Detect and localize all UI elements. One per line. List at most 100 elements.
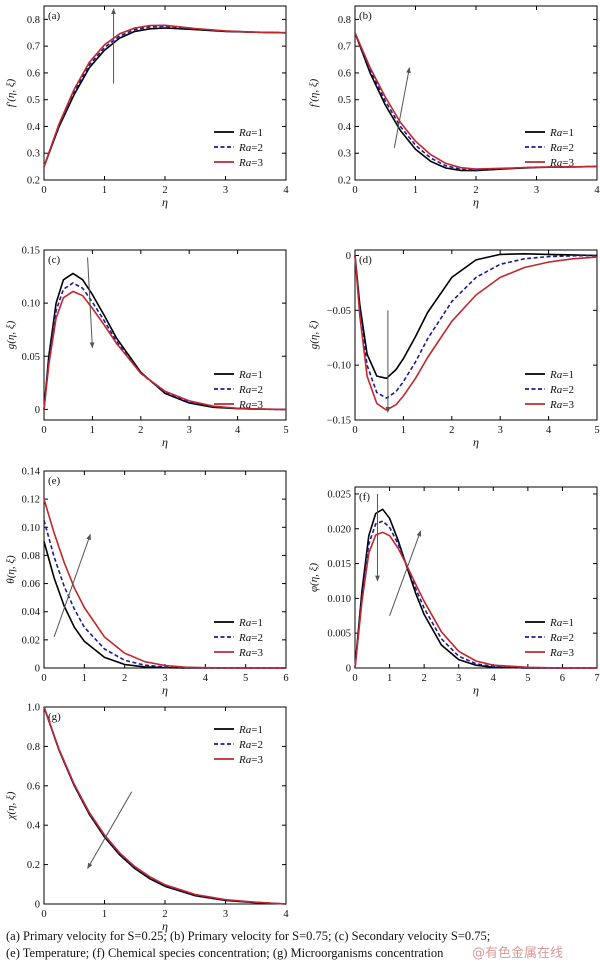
legend-label-1: Ra=1	[238, 617, 263, 629]
watermark: @有色金属在线	[472, 946, 564, 961]
y-tick-label: 0.3	[27, 149, 40, 160]
series-line-3	[43, 290, 287, 411]
x-tick-label: 4	[546, 425, 552, 436]
legend-label-3: Ra=3	[238, 754, 263, 766]
y-axis-label: g(η, ξ)	[5, 320, 17, 349]
legend: Ra=1 Ra=2 Ra=3	[214, 724, 263, 766]
y-tick-label: 0	[35, 664, 40, 675]
legend-label-3: Ra=3	[549, 647, 574, 659]
x-tick-label: 5	[243, 673, 248, 684]
legend-label-3: Ra=3	[238, 647, 263, 659]
y-axis-label: φ(η, ξ)	[308, 563, 320, 592]
plot-frame	[354, 486, 598, 669]
trend-arrow	[53, 533, 91, 638]
plot-frame	[354, 249, 598, 421]
x-tick-label: 3	[187, 425, 192, 436]
chart-panel-5: 0 1 2 3 4 5 6 0 0.02 0.04 0.06 0.08 0.10 0.12 0.14 η θ(η…	[5, 467, 289, 698]
x-tick-label: 2	[473, 185, 478, 196]
series-line-3	[354, 531, 597, 669]
x-tick-label: 5	[283, 425, 288, 436]
legend-label-2: Ra=2	[549, 142, 574, 154]
y-tick-label: 0.12	[22, 495, 40, 506]
legend-label-2: Ra=2	[238, 739, 263, 751]
x-tick-label: 0	[352, 425, 357, 436]
x-tick-label: 4	[283, 185, 289, 196]
x-tick-label: 3	[162, 673, 167, 684]
y-tick-label: 0.2	[27, 176, 40, 187]
y-tick-label: 0.14	[22, 467, 41, 478]
series-line-3	[43, 706, 287, 905]
x-tick-label: 3	[223, 909, 228, 920]
series-line-3	[354, 32, 598, 170]
x-tick-label: 2	[162, 185, 167, 196]
x-tick-label: 2	[422, 673, 427, 684]
y-tick-label: 0	[35, 900, 40, 911]
chart-panel-2: 0 1 2 3 4 0.2 0.3 0.4 0.5 0.6 0.7 0.8 η f′(η, ξ) (b) Ra…	[308, 5, 600, 209]
x-axis-label: η	[162, 683, 168, 697]
x-tick-label: 3	[223, 185, 228, 196]
x-tick-label: 2	[122, 673, 127, 684]
series-line-2	[354, 254, 598, 399]
y-tick-label: 0.4	[27, 821, 41, 832]
series-line-2	[43, 520, 286, 669]
y-tick-label: 0.8	[338, 15, 351, 26]
legend: Ra=1 Ra=2 Ra=3	[214, 127, 263, 169]
y-tick-label: −0.05	[327, 306, 351, 317]
x-tick-label: 1	[401, 425, 406, 436]
y-tick-label: 0.6	[27, 68, 40, 79]
trend-arrow	[87, 791, 133, 870]
y-tick-label: 0.8	[27, 15, 40, 26]
caption-line-1: (a) Primary velocity for S=0.25; (b) Pri…	[6, 929, 491, 943]
panel-label: (e)	[48, 475, 61, 487]
y-axis-label: f′(η, ξ)	[5, 78, 17, 107]
chart-panel-1: 0 1 2 3 4 0.2 0.3 0.4 0.5 0.6 0.7 0.8 η f′(η, ξ) (a) Ra…	[5, 5, 289, 209]
legend-label-1: Ra=1	[549, 617, 574, 629]
y-tick-label: 0.10	[22, 523, 40, 534]
legend-label-3: Ra=3	[238, 157, 263, 169]
x-tick-label: 7	[594, 673, 599, 684]
x-tick-label: 4	[235, 425, 241, 436]
legend-label-3: Ra=3	[549, 157, 574, 169]
legend-label-3: Ra=3	[238, 399, 263, 411]
x-axis-label: η	[162, 435, 168, 449]
x-tick-label: 4	[283, 909, 289, 920]
y-tick-label: 0.5	[338, 95, 351, 106]
legend-label-1: Ra=1	[549, 127, 574, 139]
y-tick-label: 0.4	[27, 122, 41, 133]
x-tick-label: 0	[41, 185, 46, 196]
legend: Ra=1 Ra=2 Ra=3	[525, 617, 574, 659]
x-axis-label: η	[162, 919, 168, 933]
x-axis-label: η	[473, 683, 479, 697]
legend: Ra=1 Ra=2 Ra=3	[525, 369, 574, 411]
series-line-1	[43, 706, 287, 905]
y-tick-label: 0.06	[22, 579, 40, 590]
legend-label-2: Ra=2	[549, 632, 574, 644]
legend-label-2: Ra=2	[238, 142, 263, 154]
legend-label-1: Ra=1	[238, 369, 263, 381]
x-axis-label: η	[473, 435, 479, 449]
chart-panel-6: 0 1 2 3 4 5 6 7 0 0.005 0.010 0.015 0.020 0.025 η φ(η, …	[308, 486, 600, 697]
panel-label: (d)	[359, 254, 372, 266]
y-tick-label: 0.025	[327, 489, 351, 500]
series-line-3	[354, 255, 598, 411]
x-tick-label: 2	[449, 425, 454, 436]
x-tick-label: 1	[90, 425, 95, 436]
x-tick-label: 4	[594, 185, 600, 196]
y-axis-label: g(η, ξ)	[308, 320, 320, 349]
x-tick-label: 1	[102, 185, 107, 196]
y-tick-label: 0.4	[338, 122, 352, 133]
x-tick-label: 1	[387, 673, 392, 684]
caption-line-2: (e) Temperature; (f) Chemical species co…	[6, 946, 444, 960]
y-tick-label: 0.6	[27, 781, 40, 792]
series-line-2	[43, 706, 287, 905]
legend: Ra=1 Ra=2 Ra=3	[214, 369, 263, 411]
legend-label-1: Ra=1	[238, 724, 263, 736]
y-tick-label: 0.02	[22, 635, 40, 646]
series-line-3	[43, 498, 286, 669]
series-line-1	[354, 253, 598, 380]
plot-frame	[43, 249, 287, 421]
x-tick-label: 0	[352, 185, 357, 196]
